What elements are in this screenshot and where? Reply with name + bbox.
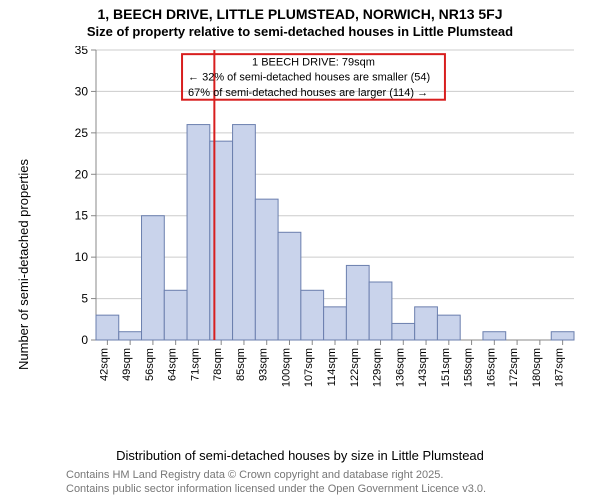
y-tick-label: 10	[75, 250, 89, 264]
y-tick-label: 5	[81, 292, 88, 306]
x-tick-label: 158sqm	[463, 348, 475, 387]
x-tick-label: 107sqm	[303, 348, 315, 387]
histogram-chart: 0 5 10 15 20 25 30 35 42sqm 49sqm 56sqm 64sqm 71sqm 7…	[60, 46, 580, 396]
x-axis-label: Distribution of semi-detached houses by …	[0, 448, 600, 463]
x-tick-label: 114sqm	[326, 348, 338, 386]
x-tick-label: 172sqm	[508, 348, 520, 387]
page-title-1: 1, BEECH DRIVE, LITTLE PLUMSTEAD, NORWIC…	[0, 6, 600, 22]
x-tick-label: 187sqm	[554, 348, 566, 387]
histogram-bar	[278, 232, 301, 340]
histogram-bar	[164, 290, 187, 340]
histogram-bar	[210, 141, 233, 340]
y-tick-label: 25	[75, 126, 89, 140]
histogram-bar	[96, 315, 119, 340]
y-tick-label: 15	[75, 209, 89, 223]
histogram-bar	[483, 332, 506, 340]
x-tick-label: 100sqm	[280, 348, 292, 387]
histogram-bar	[369, 282, 392, 340]
y-axis-label: Number of semi-detached properties	[16, 70, 31, 370]
histogram-bar	[392, 323, 415, 340]
y-tick-label: 30	[75, 84, 89, 98]
histogram-bar	[324, 307, 347, 340]
bars-group	[96, 125, 574, 340]
annotation-line: ← 32% of semi-detached houses are smalle…	[188, 72, 430, 84]
histogram-bar	[415, 307, 438, 340]
histogram-bar	[255, 199, 278, 340]
x-tick-label: 78sqm	[212, 348, 224, 381]
x-tick-label: 143sqm	[417, 348, 429, 387]
histogram-bar	[187, 125, 210, 340]
histogram-bar	[551, 332, 574, 340]
page-title-2: Size of property relative to semi-detach…	[0, 24, 600, 39]
x-tick-label: 93sqm	[258, 348, 270, 381]
histogram-bar	[233, 125, 256, 340]
histogram-bar	[142, 216, 165, 340]
annotation-line: 1 BEECH DRIVE: 79sqm	[252, 57, 375, 69]
footer-line-1: Contains HM Land Registry data © Crown c…	[66, 468, 600, 482]
x-tick-label: 151sqm	[440, 348, 452, 387]
x-tick-label: 42sqm	[98, 348, 110, 381]
histogram-bar	[437, 315, 460, 340]
x-tick-label: 56sqm	[144, 348, 156, 381]
annotation-line: 67% of semi-detached houses are larger (…	[188, 87, 428, 99]
footer-attribution: Contains HM Land Registry data © Crown c…	[66, 468, 600, 497]
x-tick-label: 71sqm	[189, 348, 201, 381]
x-tick-label: 64sqm	[167, 348, 179, 381]
x-tick-label: 85sqm	[235, 348, 247, 381]
footer-line-2: Contains public sector information licen…	[66, 482, 600, 496]
histogram-bar	[119, 332, 142, 340]
x-tick-label: 122sqm	[349, 348, 361, 387]
histogram-bar	[301, 290, 324, 340]
y-tick-label: 0	[81, 333, 88, 347]
histogram-bar	[346, 265, 369, 340]
y-tick-label: 20	[75, 167, 89, 181]
x-tick-label: 49sqm	[121, 348, 133, 381]
y-tick-label: 35	[75, 46, 89, 57]
x-tick-label: 129sqm	[372, 348, 384, 387]
x-tick-label: 136sqm	[394, 348, 406, 387]
x-tick-label: 165sqm	[485, 348, 497, 387]
x-tick-label: 180sqm	[531, 348, 543, 387]
